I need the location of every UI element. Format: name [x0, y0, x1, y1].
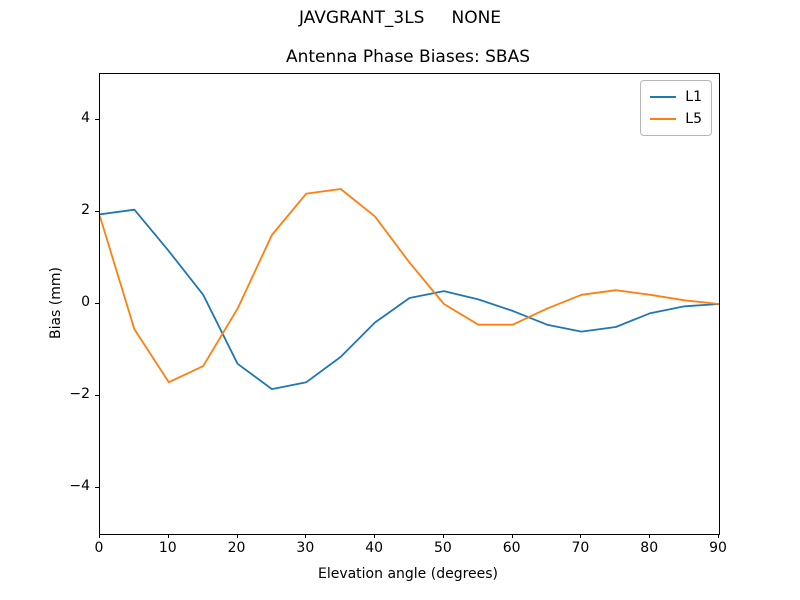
y-tick-mark	[95, 211, 99, 212]
series-line-l1	[100, 208, 719, 391]
x-tick-mark	[167, 534, 169, 538]
x-tick-mark	[442, 534, 444, 538]
legend-label-l5: L5	[685, 111, 702, 127]
y-tick-label: −4	[69, 478, 90, 494]
x-axis-label: Elevation angle (degrees)	[317, 566, 499, 582]
legend-item-l5: L5	[650, 108, 702, 130]
x-tick-label: 90	[709, 540, 727, 556]
x-tick-mark	[374, 534, 376, 538]
y-tick-mark	[95, 119, 99, 120]
x-tick-mark	[718, 534, 719, 538]
x-tick-label: 50	[433, 540, 452, 556]
legend: L1 L5	[640, 80, 712, 136]
axes-title: Antenna Phase Biases: SBAS	[285, 47, 531, 67]
series-canvas	[100, 188, 719, 391]
x-tick-mark	[99, 534, 100, 538]
x-tick-label: 10	[158, 540, 177, 556]
x-tick-label: 30	[296, 540, 315, 556]
figure-suptitle: JAVGRANT_3LS NONE	[298, 8, 502, 28]
x-tick-mark	[305, 534, 307, 538]
x-tick-mark	[236, 534, 238, 538]
x-tick-label: 60	[502, 540, 521, 556]
y-tick-label: 2	[81, 202, 90, 218]
x-tick-label: 40	[365, 540, 384, 556]
x-tick-label: 20	[227, 540, 246, 556]
y-axis-label: Bias (mm)	[48, 266, 64, 340]
legend-label-l1: L1	[685, 89, 702, 105]
legend-swatch-l5	[650, 118, 677, 120]
x-tick-label: 80	[640, 540, 659, 556]
x-tick-label: 70	[571, 540, 590, 556]
y-tick-label: 0	[81, 294, 90, 310]
plot-area: L1 L5	[99, 73, 720, 535]
y-tick-label: −2	[69, 386, 90, 402]
y-tick-mark	[95, 395, 99, 396]
x-tick-label: 0	[94, 540, 104, 556]
y-tick-mark	[95, 303, 99, 304]
x-tick-mark	[580, 534, 582, 538]
y-tick-label: 4	[81, 110, 90, 126]
x-tick-mark	[511, 534, 513, 538]
legend-item-l1: L1	[650, 86, 702, 108]
y-tick-mark	[95, 487, 99, 488]
legend-swatch-l1	[650, 96, 677, 98]
series-line-l5	[100, 188, 719, 384]
x-tick-mark	[649, 534, 651, 538]
